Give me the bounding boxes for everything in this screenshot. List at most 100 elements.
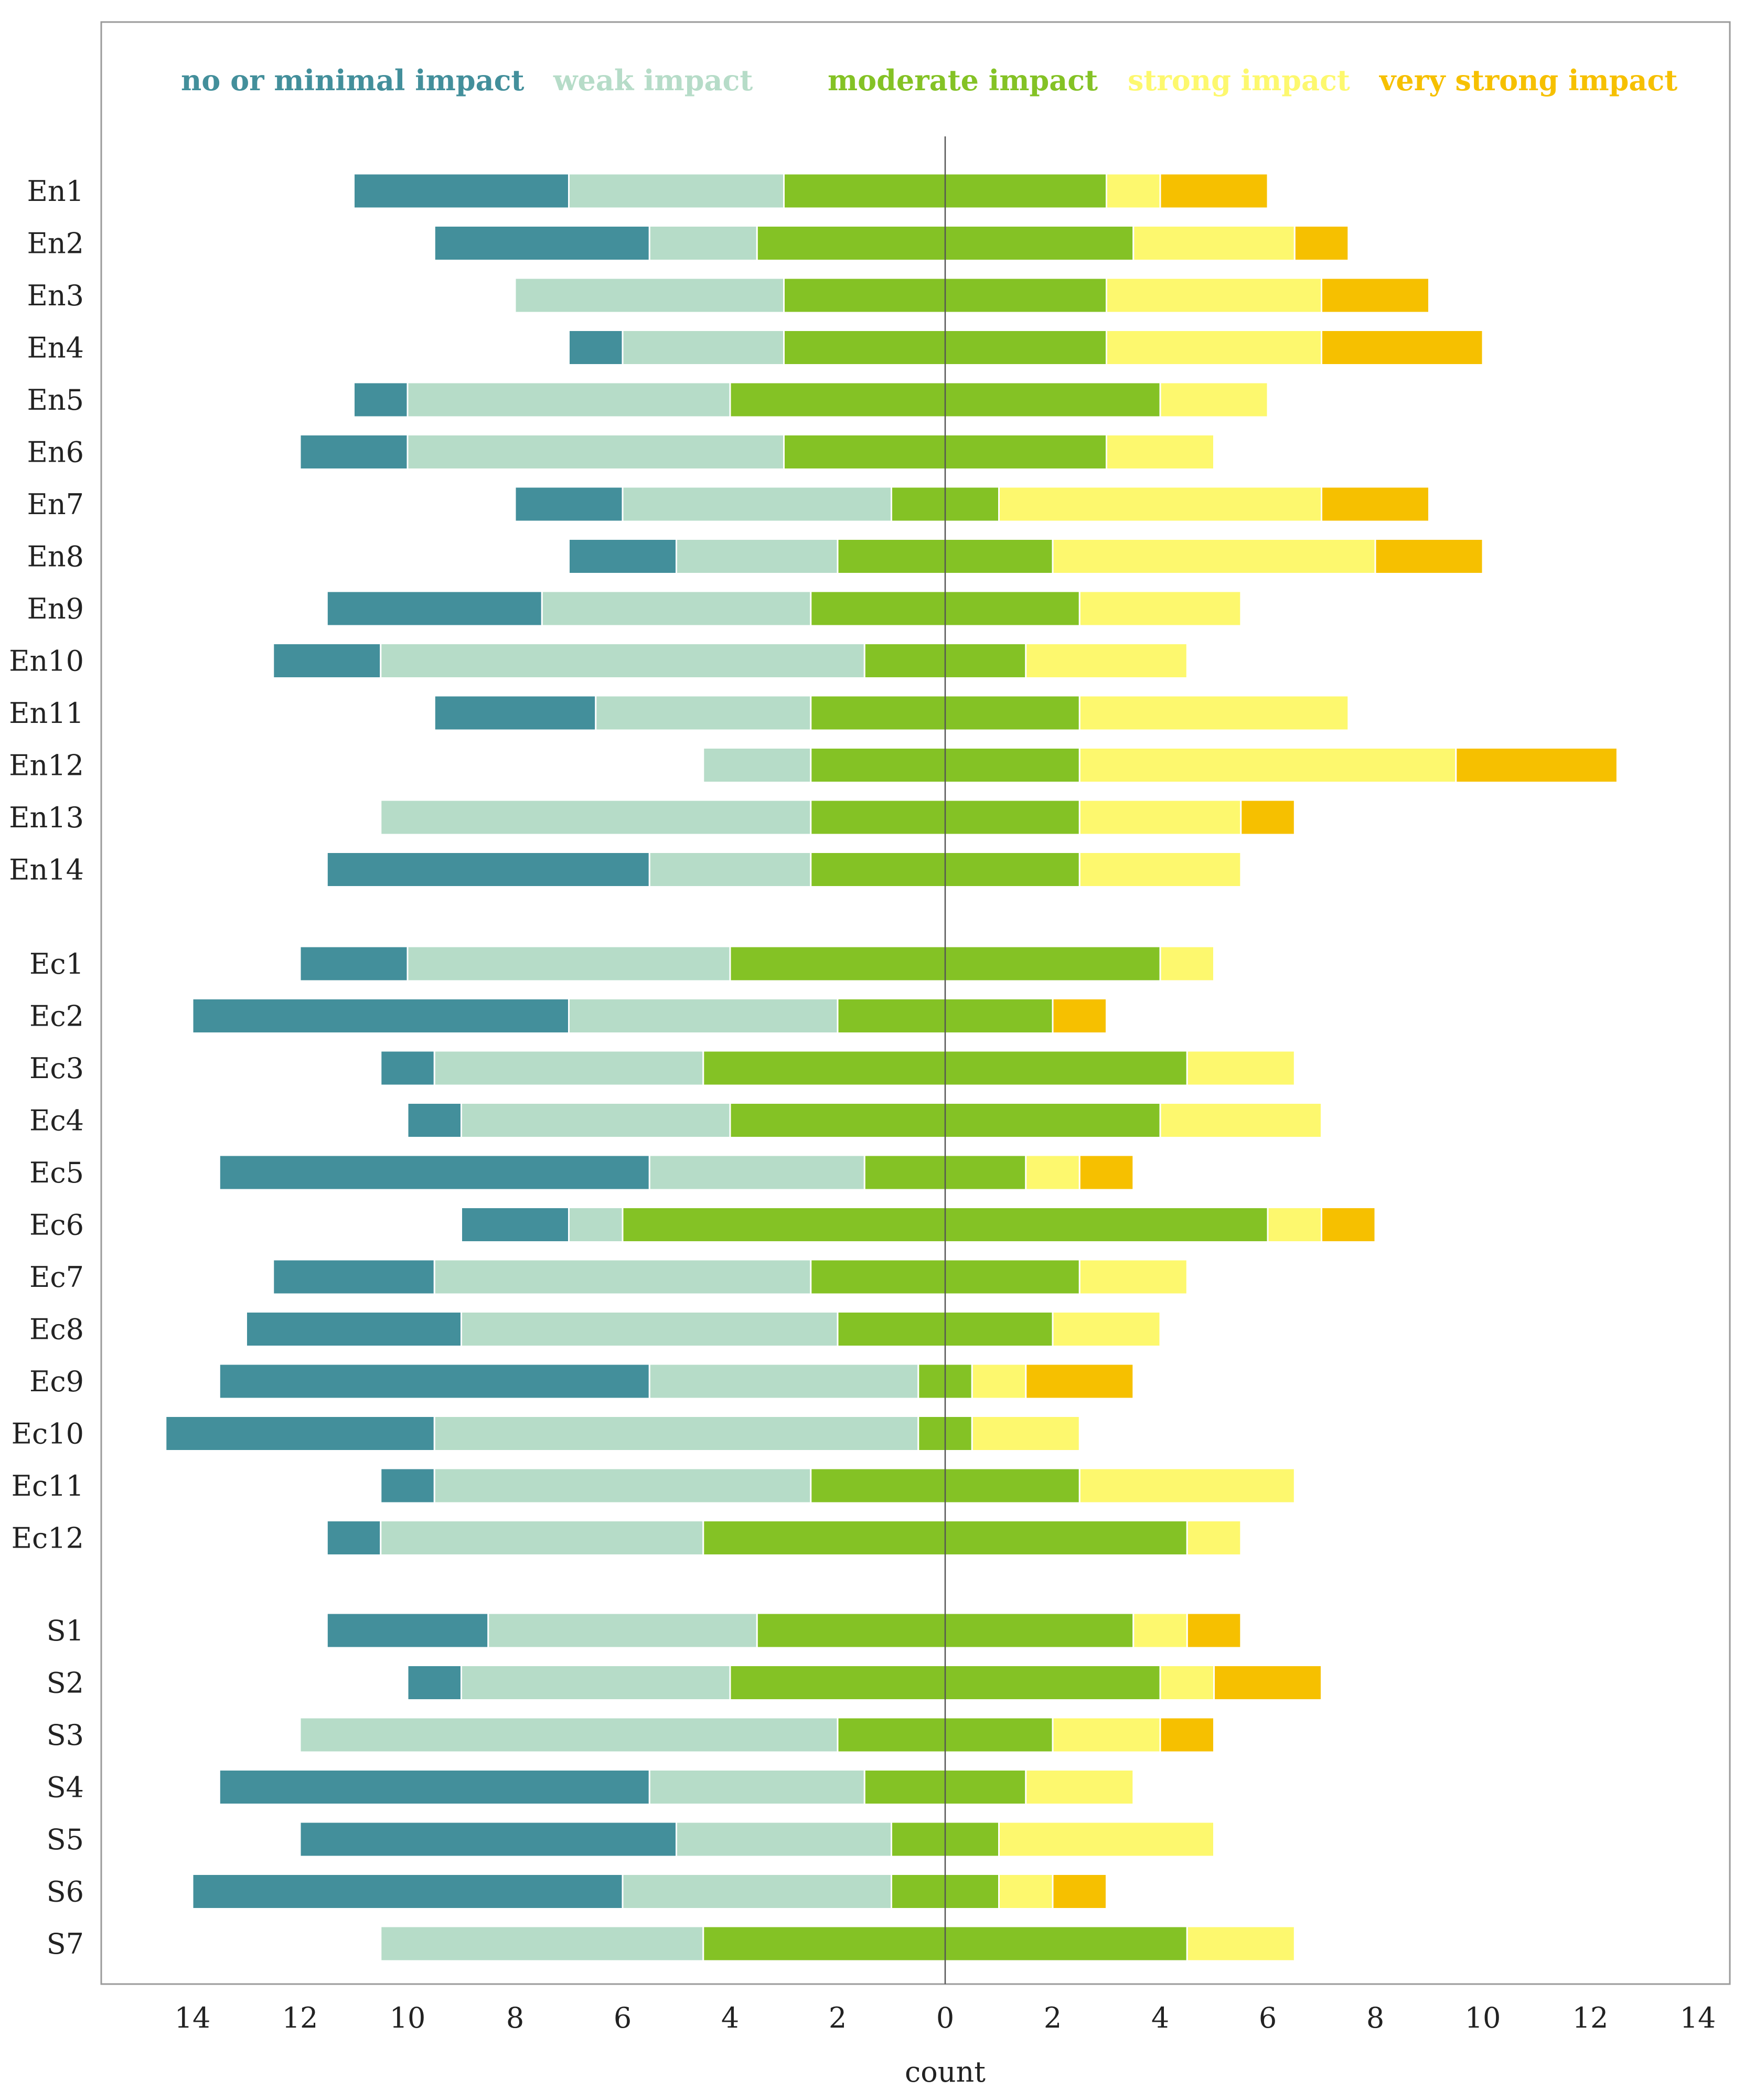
legend-item-2: moderate impact <box>828 63 1098 97</box>
bar-segment-En4-4 <box>1321 329 1484 366</box>
bar-segment-En8-0 <box>568 538 677 574</box>
category-label-Ec6: Ec6 <box>29 1209 84 1242</box>
bar-segment-En1-4 <box>1159 173 1269 209</box>
category-label-En14: En14 <box>9 854 84 887</box>
bar-segment-Ec8-1 <box>461 1311 839 1347</box>
bar-segment-En14-0 <box>326 851 650 888</box>
category-label-Ec2: Ec2 <box>29 1000 84 1033</box>
x-tick-label-4: 6 <box>614 2001 632 2034</box>
x-tick-label-14: 14 <box>1680 2001 1716 2034</box>
category-label-Ec8: Ec8 <box>29 1313 84 1346</box>
bar-segment-Ec3-1 <box>433 1050 704 1086</box>
bar-segment-Ec10-0 <box>165 1415 435 1452</box>
bar-segment-En7-1 <box>622 486 892 523</box>
bar-segment-Ec7-0 <box>272 1259 435 1295</box>
bar-segment-En12-4 <box>1455 747 1618 783</box>
bar-segment-En8-4 <box>1374 538 1484 574</box>
bar-segment-Ec9-0 <box>218 1363 650 1400</box>
category-label-Ec1: Ec1 <box>29 947 84 980</box>
bar-segment-En11-3 <box>1078 695 1350 731</box>
bar-segment-En3-1 <box>514 277 785 314</box>
category-label-S1: S1 <box>47 1614 84 1647</box>
bar-segment-S6-4 <box>1052 1873 1107 1910</box>
category-label-En6: En6 <box>27 436 84 469</box>
bar-segment-Ec9-1 <box>648 1363 919 1400</box>
bar-segment-En5-3 <box>1159 381 1269 418</box>
x-tick-label-8: 2 <box>1044 2001 1062 2034</box>
bar-segment-S4-3 <box>1025 1769 1135 1805</box>
category-label-S7: S7 <box>47 1927 84 1960</box>
bar-segment-En10-3 <box>1025 643 1188 679</box>
bar-segment-Ec2-1 <box>568 998 839 1034</box>
x-tick-label-13: 12 <box>1572 2001 1609 2034</box>
bar-segment-En1-0 <box>353 173 570 209</box>
category-label-En11: En11 <box>9 697 84 730</box>
bar-segment-En12-1 <box>702 747 812 783</box>
category-label-S2: S2 <box>47 1667 84 1700</box>
bar-segment-S1-3 <box>1132 1612 1188 1649</box>
category-label-Ec12: Ec12 <box>12 1522 84 1555</box>
bar-segment-En1-3 <box>1106 173 1161 209</box>
bar-segment-En9-0 <box>326 590 543 627</box>
bar-segment-Ec11-1 <box>433 1467 812 1504</box>
bar-segment-Ec8-3 <box>1052 1311 1161 1347</box>
category-label-En13: En13 <box>9 801 84 834</box>
bar-segment-En2-3 <box>1132 225 1296 261</box>
bar-segment-Ec2-4 <box>1052 998 1107 1034</box>
bar-segment-S3-1 <box>299 1717 839 1753</box>
x-tick-label-1: 12 <box>282 2001 318 2034</box>
bar-segment-En5-0 <box>353 381 409 418</box>
bar-segment-En2-1 <box>648 225 758 261</box>
x-tick-label-10: 6 <box>1259 2001 1277 2034</box>
bar-segment-En14-3 <box>1078 851 1242 888</box>
bar-segment-S2-1 <box>461 1665 731 1701</box>
bar-segment-Ec10-3 <box>971 1415 1080 1452</box>
bar-segment-En6-3 <box>1106 434 1215 470</box>
bar-segment-Ec5-3 <box>1025 1154 1080 1191</box>
x-tick-label-7: 0 <box>936 2001 954 2034</box>
category-label-Ec3: Ec3 <box>29 1052 84 1085</box>
bar-segment-En3-3 <box>1106 277 1322 314</box>
bar-segment-Ec6-4 <box>1321 1207 1376 1243</box>
bar-segment-S2-0 <box>406 1665 462 1701</box>
bar-segment-En5-1 <box>406 381 731 418</box>
legend-item-4: very strong impact <box>1379 63 1677 97</box>
x-tick-label-12: 10 <box>1465 2001 1501 2034</box>
category-label-Ec11: Ec11 <box>12 1469 84 1502</box>
bar-segment-En2-4 <box>1293 225 1350 261</box>
bar-segment-Ec6-1 <box>568 1207 624 1243</box>
bar-segment-Ec10-1 <box>433 1415 919 1452</box>
category-label-En7: En7 <box>27 488 84 521</box>
bar-segment-S2-4 <box>1213 1665 1322 1701</box>
bar-segment-En6-1 <box>406 434 785 470</box>
bar-segment-Ec1-3 <box>1159 945 1215 982</box>
x-axis-tick-labels: 14 12 10 8 6 4 2 0 2 4 6 8 10 12 14 <box>175 2001 1716 2034</box>
bar-segment-En11-1 <box>595 695 812 731</box>
bar-segment-En2-0 <box>433 225 650 261</box>
bar-segment-Ec9-4 <box>1025 1363 1135 1400</box>
category-label-S5: S5 <box>47 1823 84 1856</box>
category-labels: En1 En2 En3 En4 En5 En6 En7 En8 En9 En10 En11 En12 E… <box>9 175 84 1960</box>
bar-segment-S6-1 <box>622 1873 892 1910</box>
x-tick-label-2: 10 <box>390 2001 426 2034</box>
x-tick-label-11: 8 <box>1366 2001 1384 2034</box>
bar-segment-En4-0 <box>568 329 624 366</box>
legend-item-0: no or minimal impact <box>181 63 524 97</box>
bar-segment-En13-1 <box>380 799 812 836</box>
bar-segment-Ec12-3 <box>1186 1520 1242 1556</box>
bar-segment-S3-4 <box>1159 1717 1215 1753</box>
bar-segment-Ec8-0 <box>245 1311 462 1347</box>
bar-segment-S1-1 <box>487 1612 758 1649</box>
bar-segment-S5-0 <box>299 1821 677 1858</box>
bar-segment-S3-3 <box>1052 1717 1161 1753</box>
category-label-En12: En12 <box>9 749 84 782</box>
legend: no or minimal impact weak impact moderate … <box>181 63 1677 97</box>
x-tick-label-5: 4 <box>721 2001 739 2034</box>
legend-item-1: weak impact <box>553 63 753 97</box>
legend-item-3: strong impact <box>1128 63 1350 97</box>
bar-segment-En11-0 <box>433 695 597 731</box>
bar-segment-Ec5-4 <box>1078 1154 1135 1191</box>
bar-segment-En7-4 <box>1321 486 1430 523</box>
bar-segment-En7-3 <box>998 486 1322 523</box>
bar-segment-S1-0 <box>326 1612 489 1649</box>
